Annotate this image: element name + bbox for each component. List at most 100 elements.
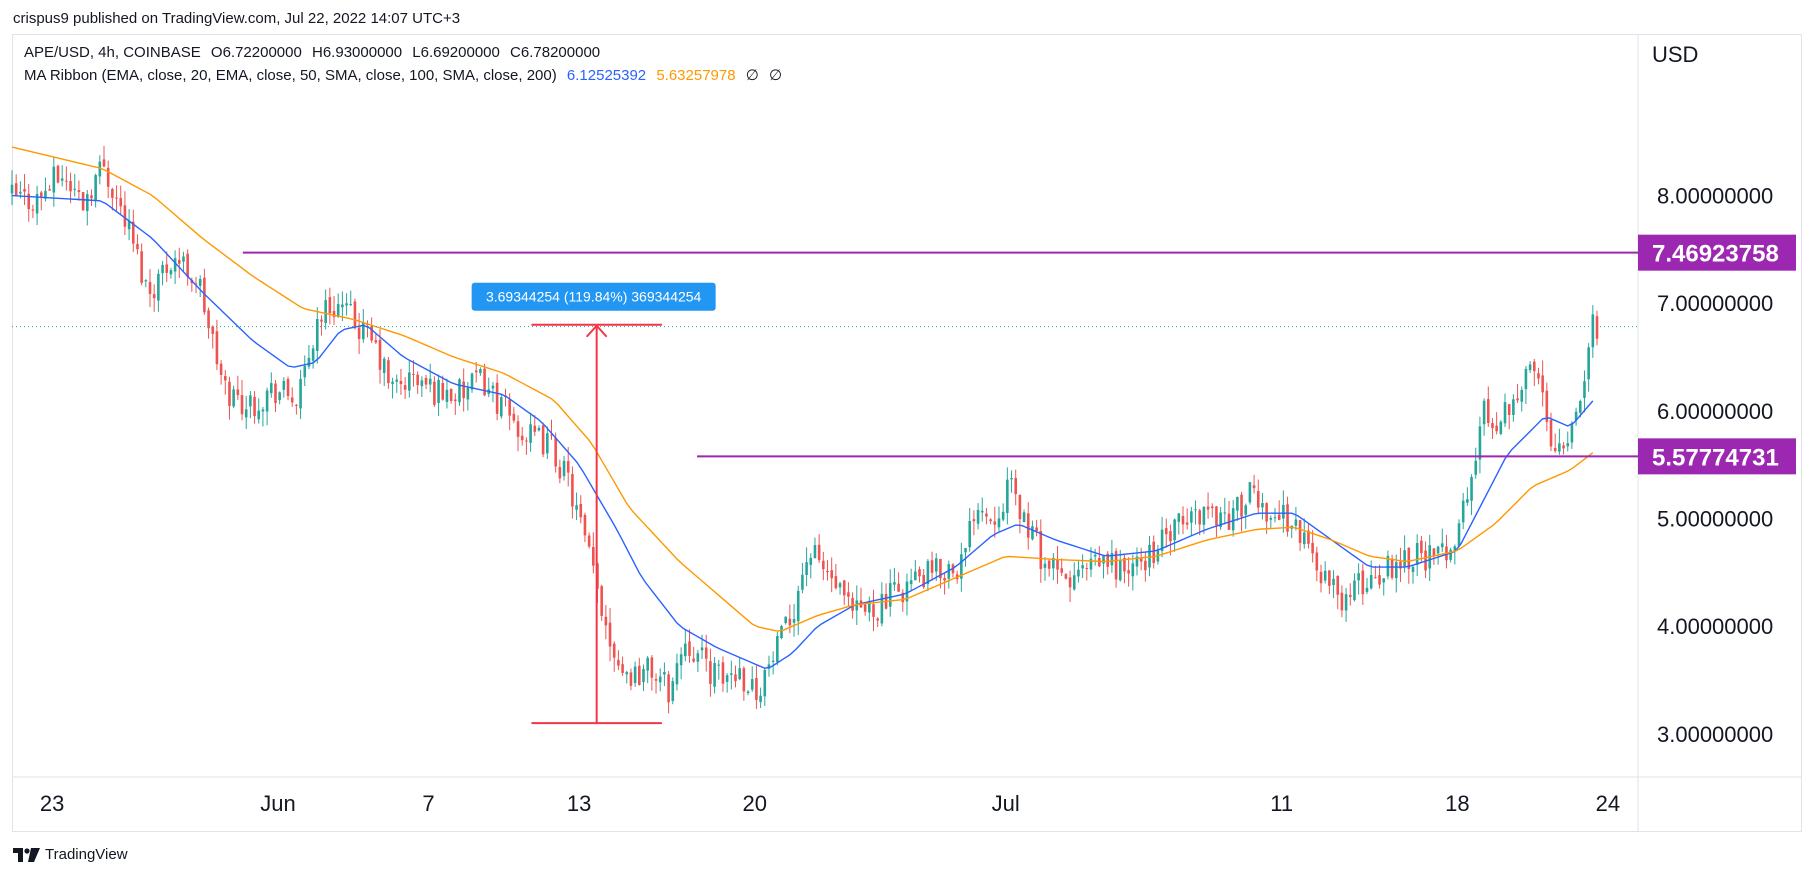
chart-frame[interactable] xyxy=(12,34,1802,832)
candle-body xyxy=(1072,575,1076,590)
candle-body xyxy=(658,676,662,683)
legend-low: 6.69200000 xyxy=(420,44,500,61)
candle-body xyxy=(387,360,390,384)
candle-body xyxy=(1022,512,1026,523)
candle-body xyxy=(976,509,980,524)
candle-body xyxy=(1478,426,1482,460)
candle-body xyxy=(1507,404,1511,415)
tradingview-brand[interactable]: TradingView xyxy=(13,846,128,863)
candle-body xyxy=(1386,555,1390,577)
candle-body xyxy=(600,586,603,616)
candle-body xyxy=(742,668,746,692)
candle-body xyxy=(1160,529,1164,552)
candle-body xyxy=(583,514,587,536)
candle-body xyxy=(675,663,679,685)
candle-body xyxy=(349,304,353,306)
candle-body xyxy=(500,397,503,417)
candle-body xyxy=(161,264,164,274)
candle-body xyxy=(709,661,712,684)
candle-body xyxy=(684,643,687,657)
candle-body xyxy=(734,674,737,682)
candle-body xyxy=(888,583,892,607)
candle-body xyxy=(1110,553,1114,566)
candle-body xyxy=(813,545,817,559)
candle-body xyxy=(144,280,148,282)
candle-body xyxy=(85,194,89,212)
candle-body xyxy=(566,461,570,473)
candle-body xyxy=(1277,514,1281,520)
candle-body xyxy=(1219,512,1222,527)
candle-body xyxy=(361,322,365,340)
candle-body xyxy=(1177,513,1181,522)
candle-body xyxy=(14,183,18,196)
candle-body xyxy=(177,259,181,264)
candle-body xyxy=(1512,399,1515,415)
candle-body xyxy=(533,425,537,432)
candle-body xyxy=(1491,423,1494,429)
candle-body xyxy=(1118,560,1122,581)
candle-body xyxy=(198,279,202,286)
candle-body xyxy=(943,578,946,581)
candle-body xyxy=(1457,523,1461,547)
candle-body xyxy=(1123,557,1126,572)
candle-body xyxy=(1553,447,1557,452)
candle-body xyxy=(1319,571,1323,584)
candle-body xyxy=(1026,513,1030,538)
candle-body xyxy=(638,665,641,685)
candle-body xyxy=(441,382,445,400)
candle-body xyxy=(650,657,654,678)
candle-body xyxy=(579,503,583,518)
candle-body xyxy=(274,383,277,404)
legend-ohlc: APE/USD, 4h, COINBASE O6.72200000 H6.930… xyxy=(24,44,606,61)
candle-body xyxy=(1144,560,1147,571)
candle-body xyxy=(123,205,127,227)
x-tick-label: 23 xyxy=(40,791,64,816)
candle-body xyxy=(378,339,382,370)
candle-body xyxy=(157,273,160,301)
candle-body xyxy=(136,243,139,250)
candle-body xyxy=(353,301,357,329)
candle-body xyxy=(1261,502,1264,508)
candle-body xyxy=(1114,551,1118,580)
candle-body xyxy=(508,399,511,416)
candle-body xyxy=(934,558,938,572)
candle-body xyxy=(265,390,269,412)
candle-body xyxy=(52,166,56,193)
x-tick-label: 13 xyxy=(567,791,591,816)
candle-body xyxy=(1006,479,1009,514)
candle-body xyxy=(838,583,842,588)
candle-body xyxy=(94,175,97,201)
candle-body xyxy=(1344,594,1348,611)
candle-body xyxy=(424,377,428,385)
candle-body xyxy=(311,348,315,361)
candle-body xyxy=(278,392,281,401)
legend-symbol: APE/USD, 4h, COINBASE xyxy=(24,44,201,61)
candle-body xyxy=(10,184,14,194)
candle-body xyxy=(1482,400,1486,425)
currency-label[interactable]: USD xyxy=(1652,42,1699,67)
candle-body xyxy=(1562,445,1565,449)
candle-body xyxy=(914,571,917,581)
candle-body xyxy=(604,616,608,626)
candle-body xyxy=(801,574,804,590)
candle-body xyxy=(203,277,206,313)
candle-body xyxy=(1127,570,1130,574)
candle-body xyxy=(909,580,913,585)
candle-body xyxy=(654,679,658,681)
y-tick-label: 6.00000000 xyxy=(1657,399,1773,424)
candle-body xyxy=(466,387,470,400)
candle-body xyxy=(1503,402,1507,424)
candle-body xyxy=(784,616,787,623)
candle-body xyxy=(215,331,219,365)
candle-body xyxy=(1394,562,1398,579)
ma2-value: 5.63257978 xyxy=(656,67,736,84)
candle-body xyxy=(416,374,419,386)
candle-body xyxy=(985,513,988,517)
candle-body xyxy=(341,304,344,308)
candle-body xyxy=(395,379,399,382)
candle-body xyxy=(1077,569,1080,577)
candle-body xyxy=(926,560,930,585)
legend-high-key: H xyxy=(312,44,323,61)
candle-body xyxy=(625,672,629,675)
